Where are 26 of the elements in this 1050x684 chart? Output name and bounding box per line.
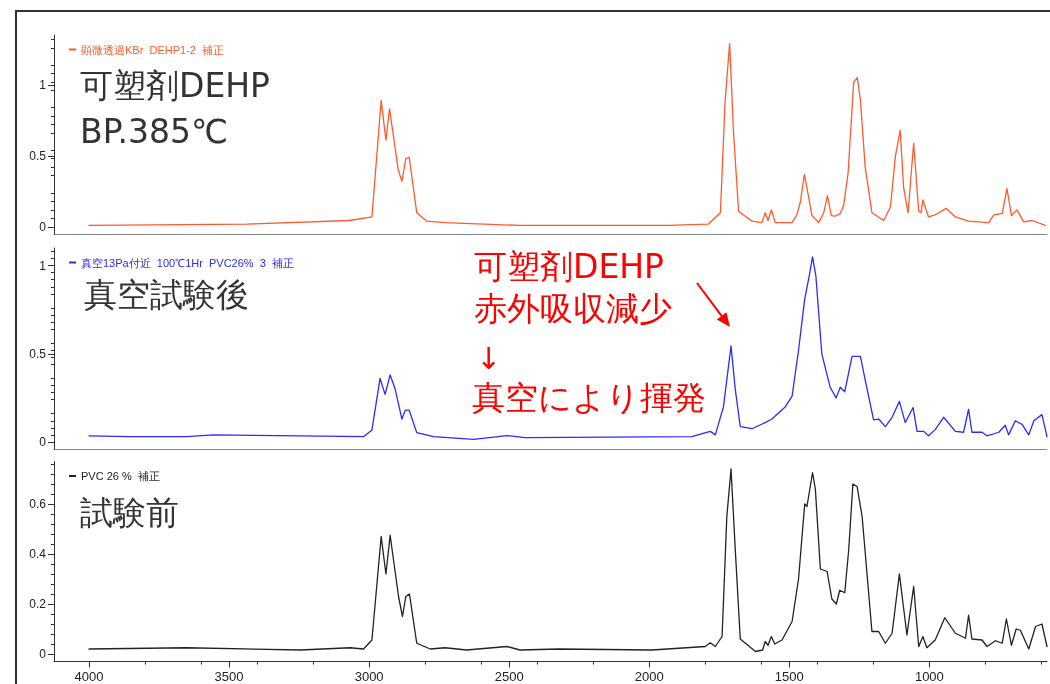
- y-tick-label: 0: [39, 434, 47, 449]
- y-tick-label: 1: [39, 258, 47, 273]
- annotation: 試験前: [80, 492, 179, 532]
- x-tick-label: 4000: [74, 668, 104, 684]
- annotation: 真空試験後: [84, 274, 249, 314]
- y-tick-label: 0.6: [29, 497, 47, 511]
- y-tick-label: 0: [39, 219, 47, 234]
- legend-label: 真空13Pa付近 100℃1Hr PVC26% 3 補正: [81, 256, 294, 269]
- y-tick-label: 0.5: [29, 148, 47, 163]
- x-tick-label: 2500: [494, 668, 524, 684]
- x-tick-label: 3000: [354, 668, 384, 684]
- y-tick-label: 0.4: [29, 547, 47, 561]
- legend-label: PVC 26 % 補正: [81, 470, 160, 482]
- x-tick-label: 1000: [914, 668, 944, 684]
- annotation: 可塑剤DEHP 赤外吸収減少: [474, 247, 673, 329]
- x-tick-label: 1500: [774, 668, 804, 684]
- y-tick-label: 0: [39, 647, 47, 661]
- legend-label: 顕微透過KBr DEHP1-2 補正: [80, 43, 225, 56]
- x-tick-label: 2000: [634, 668, 664, 684]
- y-tick-label: 0.2: [29, 597, 47, 611]
- y-tick-label: 1: [39, 77, 47, 92]
- annotation: 可塑剤DEHP BP.385℃: [80, 65, 270, 151]
- annotation: ↓: [476, 340, 502, 376]
- x-tick-label: 3500: [214, 668, 244, 684]
- annotation: 真空により揮発: [472, 377, 706, 417]
- y-tick-label: 0.5: [29, 346, 47, 361]
